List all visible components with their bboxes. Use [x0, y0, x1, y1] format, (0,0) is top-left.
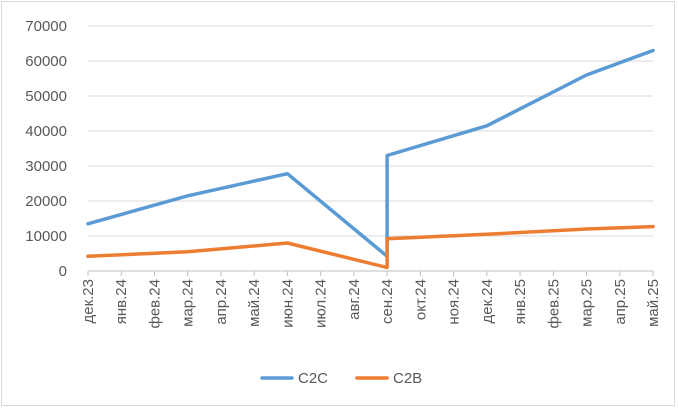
y-tick-label: 0 — [59, 263, 67, 280]
x-tick-label: окт.24 — [412, 279, 429, 320]
y-tick-label: 60000 — [25, 53, 67, 70]
legend-label: C2C — [298, 370, 328, 387]
gridlines — [88, 25, 653, 237]
series-line-c2b — [86, 224, 655, 270]
y-tick-label: 70000 — [25, 18, 67, 35]
x-tick-label: янв.25 — [512, 279, 529, 324]
x-axis-ticks: дек.23 янв.24 фев.24 мар.24 апр.24 май.24 июн.… — [80, 279, 662, 329]
x-tick-label: апр.24 — [213, 279, 230, 325]
x-tick-label: мар.24 — [180, 279, 197, 327]
series-line-c2c — [86, 48, 655, 259]
legend-label: C2B — [393, 370, 422, 387]
x-tick-label: фев.25 — [545, 279, 562, 329]
x-tick-label: июн.24 — [279, 279, 296, 328]
legend: C2C C2B — [260, 370, 422, 387]
x-tick-label: авг.24 — [346, 279, 363, 320]
x-tick-label: май.24 — [246, 279, 263, 327]
y-tick-label: 40000 — [25, 123, 67, 140]
y-tick-label: 20000 — [25, 193, 67, 210]
x-tick-label: сен.24 — [379, 279, 396, 324]
x-tick-label: дек.24 — [479, 279, 496, 324]
x-tick-label: янв.24 — [113, 279, 130, 324]
x-tick-label: июл.24 — [313, 279, 330, 328]
y-tick-label: 10000 — [25, 228, 67, 245]
x-axis — [87, 270, 654, 276]
x-tick-label: ноя.24 — [446, 279, 463, 325]
x-tick-label: мар.25 — [579, 279, 596, 327]
x-tick-label: фев.24 — [146, 279, 163, 329]
x-tick-label: дек.23 — [80, 279, 97, 324]
x-tick-label: май.25 — [645, 279, 662, 327]
y-tick-label: 30000 — [25, 158, 67, 175]
y-axis-ticks: 0 10000 20000 30000 40000 50000 60000 70000 — [25, 18, 67, 280]
series-lines — [86, 48, 655, 270]
y-tick-label: 50000 — [25, 88, 67, 105]
x-tick-label: апр.25 — [612, 279, 629, 325]
